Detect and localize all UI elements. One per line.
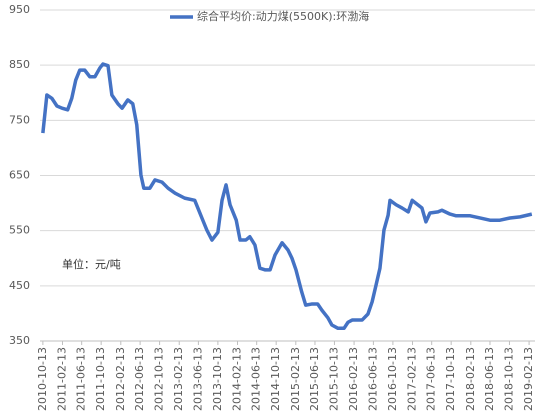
x-tick-label: 2014-10-13: [269, 347, 282, 411]
x-tick-label: 2016-02-13: [347, 347, 360, 411]
x-tick-label: 2013-10-13: [211, 347, 224, 411]
x-tick-label: 2013-06-13: [191, 347, 204, 411]
x-tick-label: 2018-06-13: [483, 347, 496, 411]
y-tick-label: 750: [9, 113, 30, 126]
x-tick-label: 2014-02-13: [231, 347, 244, 411]
x-tick-label: 2014-06-13: [250, 347, 263, 411]
x-tick-label: 2017-10-13: [444, 347, 457, 411]
y-tick-label: 350: [9, 334, 30, 347]
y-tick-label: 550: [9, 224, 30, 237]
annotation: 单位：元/吨: [62, 257, 121, 271]
y-tick-label: 650: [9, 169, 30, 182]
y-tick-label: 950: [9, 3, 30, 16]
x-tick-label: 2011-06-13: [75, 347, 88, 411]
x-tick-label: 2016-10-13: [386, 347, 399, 411]
data-line: [41, 62, 533, 331]
y-tick-label: 850: [9, 58, 30, 71]
x-tick-label: 2010-10-13: [36, 347, 49, 411]
x-tick-label: 2016-06-13: [366, 347, 379, 411]
x-tick-label: 2012-06-13: [133, 347, 146, 411]
x-tick-label: 2012-02-13: [114, 347, 127, 411]
x-tick-label: 2017-06-13: [425, 347, 438, 411]
x-tick-label: 2018-02-13: [464, 347, 477, 411]
x-tick-label: 2011-10-13: [94, 347, 107, 411]
x-tick-label: 2017-02-13: [406, 347, 419, 411]
x-tick-label: 2015-02-13: [289, 347, 302, 411]
x-tick-label: 2012-10-13: [153, 347, 166, 411]
legend-label: 综合平均价:动力煤(5500K):环渤海: [197, 9, 369, 23]
y-tick-label: 450: [9, 279, 30, 292]
x-tick-label: 2015-06-13: [308, 347, 321, 411]
x-tick-label: 2018-10-13: [502, 347, 515, 411]
x-tick-label: 2011-02-13: [56, 347, 69, 411]
x-tick-label: 2013-02-13: [172, 347, 185, 411]
x-tick-label: 2015-10-13: [327, 347, 340, 411]
x-tick-label: 2019-02-13: [522, 347, 535, 411]
